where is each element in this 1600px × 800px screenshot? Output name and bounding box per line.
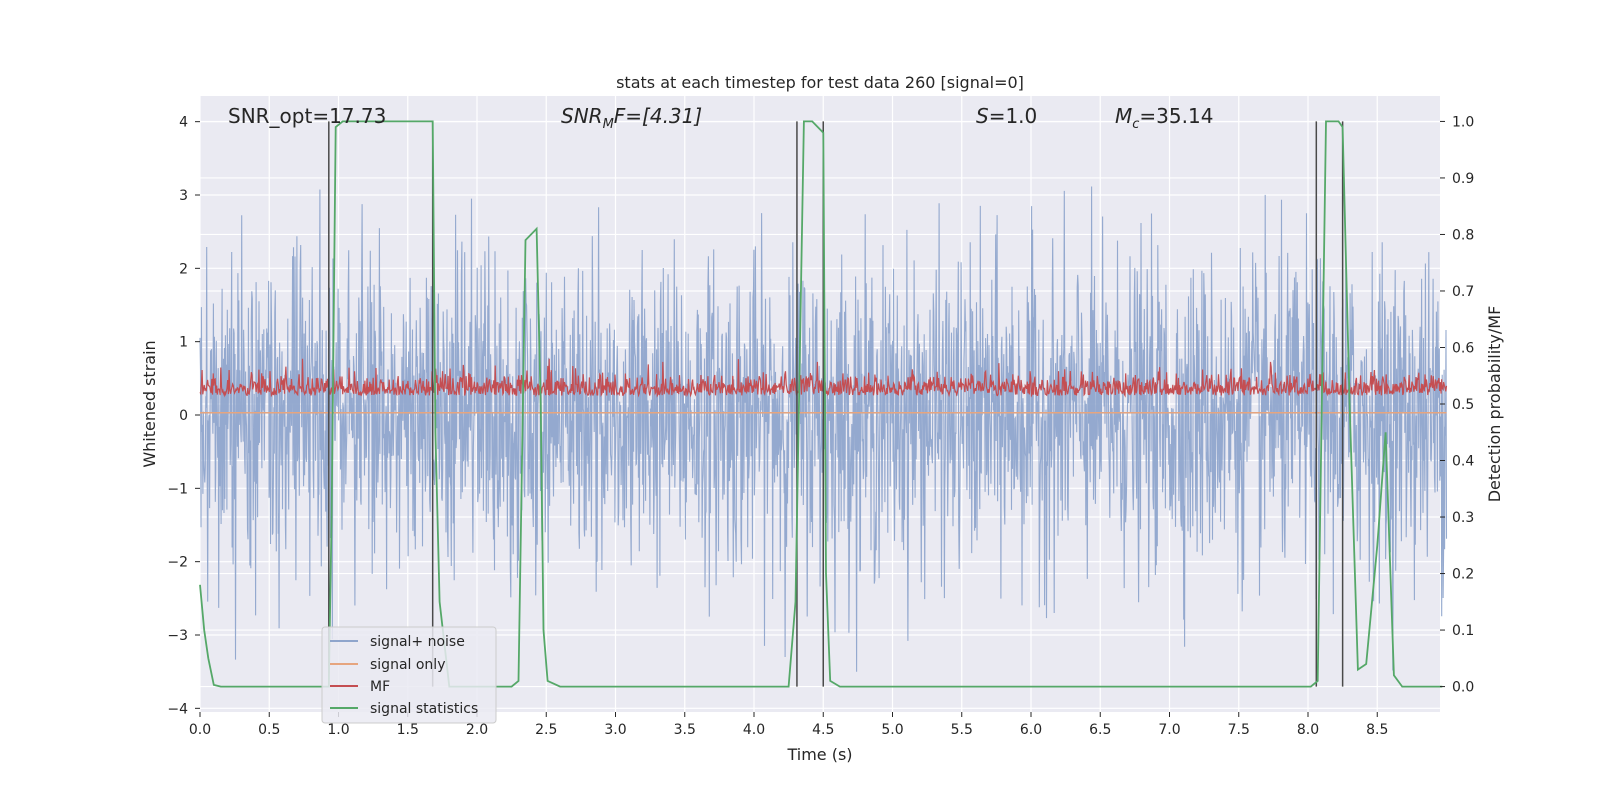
x-tick-label: 2.0 (466, 722, 488, 738)
snr-mf-subscript: M (603, 117, 614, 132)
snr-mf-rest: F=[4.31] (614, 104, 702, 128)
s-value: =1.0 (989, 104, 1038, 128)
x-tick-label: 4.5 (812, 722, 834, 738)
x-tick-label: 0.0 (189, 722, 211, 738)
y-right-tick-label: 0.7 (1452, 284, 1474, 300)
x-tick-label: 2.5 (535, 722, 557, 738)
y-right-tick-label: 1.0 (1452, 114, 1474, 130)
y-right-tick-label: 0.2 (1452, 567, 1474, 583)
x-tick-label: 1.0 (327, 722, 349, 738)
y-right-tick-label: 0.0 (1452, 680, 1474, 696)
y-right-tick-label: 0.6 (1452, 340, 1474, 356)
annotation-s: S=1.0 (976, 104, 1037, 128)
y-axis-left-title: Whitened strain (140, 340, 159, 467)
y-left-tick-label: −2 (167, 555, 188, 571)
annotation-mc: Mc=35.14 (1115, 104, 1213, 132)
y-left-tick-label: 3 (179, 188, 188, 204)
legend-label-signal-statistics: signal statistics (370, 701, 478, 717)
x-tick-label: 6.0 (1020, 722, 1042, 738)
s-variable: S (976, 104, 989, 128)
y-right-tick-label: 0.3 (1452, 510, 1474, 526)
x-tick-label: 8.0 (1297, 722, 1319, 738)
x-tick-label: 4.0 (743, 722, 765, 738)
y-left-tick-label: −3 (167, 628, 188, 644)
y-axis-right-title: Detection probability/MF (1485, 306, 1504, 503)
x-tick-label: 8.5 (1366, 722, 1388, 738)
y-axis-left-ticks: 4 3 2 1 0 −1 −2 −3 −4 (167, 115, 200, 717)
signal-statistics-line (199, 120, 1443, 688)
annotation-snr-mf: SNRMF=[4.31] (561, 104, 702, 132)
mc-variable: M (1115, 104, 1132, 128)
legend-label-signal-only: signal only (370, 657, 445, 673)
legend-box (321, 626, 497, 724)
x-tick-label: 6.5 (1089, 722, 1111, 738)
legend-label-mf: MF (370, 679, 390, 695)
y-right-tick-label: 0.5 (1452, 397, 1474, 413)
x-tick-label: 5.0 (881, 722, 903, 738)
annotation-snr-opt: SNR_opt=17.73 (228, 104, 386, 128)
y-right-tick-label: 0.9 (1452, 171, 1474, 187)
x-tick-label: 0.5 (258, 722, 280, 738)
x-tick-label: 1.5 (397, 722, 419, 738)
x-axis-ticks: 0.0 0.5 1.0 1.5 2.0 2.5 3.0 3.5 4.0 4.5 5.0 5.5 6.0 6… (189, 712, 1388, 738)
legend-label-signal-noise: signal+ noise (370, 634, 465, 650)
y-left-tick-label: 0 (179, 408, 188, 424)
y-right-tick-label: 0.4 (1452, 454, 1474, 470)
y-left-tick-label: −4 (167, 701, 188, 717)
mc-value: =35.14 (1139, 104, 1213, 128)
y-right-tick-label: 0.1 (1452, 623, 1474, 639)
snr-mf-prefix: SNR (561, 104, 603, 128)
y-left-tick-label: −1 (167, 481, 188, 497)
x-axis-title: Time (s) (786, 745, 852, 764)
x-tick-label: 3.5 (674, 722, 696, 738)
x-tick-label: 7.0 (1158, 722, 1180, 738)
signal-statistics-series (199, 120, 1443, 688)
legend: signal+ noise signal only MF signal stat… (321, 626, 497, 724)
x-tick-label: 3.0 (604, 722, 626, 738)
y-axis-right-ticks: 1.0 0.9 0.8 0.7 0.6 0.5 0.4 0.3 0.2 0.1 0.0 (1440, 114, 1474, 696)
y-right-tick-label: 0.8 (1452, 227, 1474, 243)
y-left-tick-label: 2 (179, 261, 188, 277)
y-left-tick-label: 4 (179, 115, 188, 131)
chart-title: stats at each timestep for test data 260… (616, 73, 1024, 92)
x-tick-label: 5.5 (951, 722, 973, 738)
mc-subscript: c (1132, 117, 1139, 132)
y-left-tick-label: 1 (179, 335, 188, 351)
x-tick-label: 7.5 (1228, 722, 1250, 738)
